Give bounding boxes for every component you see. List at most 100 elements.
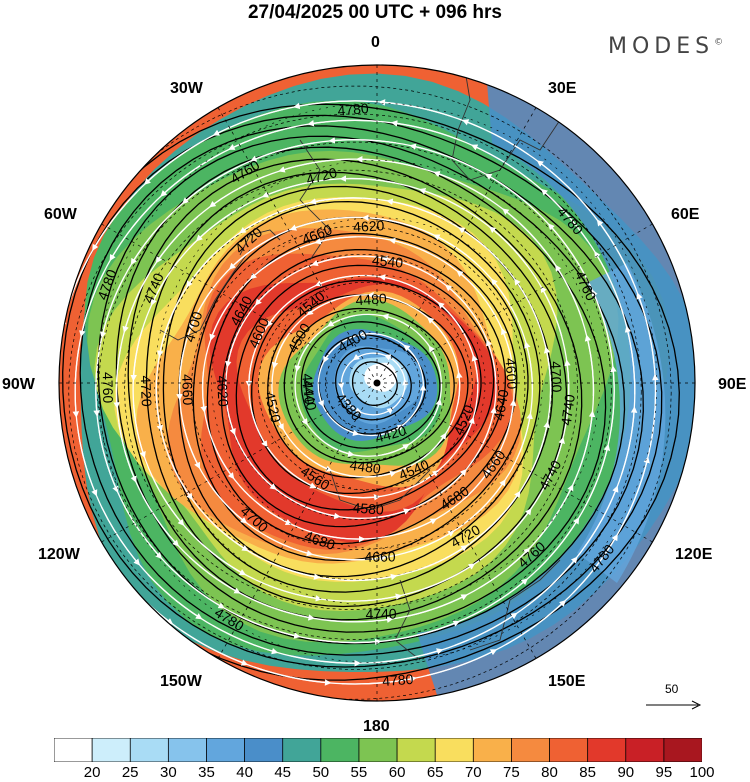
colorbar-swatch: [587, 738, 627, 762]
colorbar-swatch: [434, 738, 474, 762]
colorbar-swatch: [396, 738, 436, 762]
lon-label-30e: 30E: [548, 80, 577, 97]
parallel: [96, 102, 658, 664]
temperature-contour: [258, 281, 473, 491]
colorbar-swatch: [358, 738, 398, 762]
colorbar-swatch: [549, 738, 589, 762]
height-contour: [127, 158, 583, 621]
streamline-arrow: [352, 352, 390, 361]
contour-label: 4740: [365, 606, 397, 623]
contour-label: 4700: [548, 361, 565, 393]
contour-label: 4440: [299, 378, 320, 412]
height-contour: [162, 185, 554, 593]
colorbar-tick-label: 25: [121, 764, 139, 781]
temperature-contour: [59, 85, 672, 700]
temperature-contour: [68, 113, 642, 670]
contour-label: 4480: [355, 290, 387, 308]
height-contour: [283, 307, 455, 464]
contour-label: 4620: [214, 375, 232, 407]
colorbar-swatch: [54, 738, 93, 762]
contour-label: 4720: [138, 375, 155, 407]
streamline-arrow: [381, 313, 441, 373]
contour-label: 4760: [100, 372, 117, 404]
colorbar-tick-label: 20: [83, 764, 101, 781]
colorbar-tick-label: 80: [541, 764, 558, 781]
lon-label-0: 0: [371, 34, 380, 51]
contour-label: 4780: [382, 671, 414, 689]
colorbar-tick-label: 75: [503, 764, 520, 781]
chart-title: 27/04/2025 00 UTC + 096 hrs: [247, 2, 503, 23]
colorbar-swatch: [472, 738, 513, 762]
temperature-contour: [224, 253, 500, 521]
height-contour: [192, 216, 529, 562]
colorbar-tick-label: 70: [464, 764, 482, 781]
lon-label-60e: 60E: [671, 206, 700, 223]
coastline: [159, 249, 251, 341]
colorbar-swatch: [91, 738, 131, 762]
streamline-arrow: [200, 542, 323, 602]
contour-label: 4780: [337, 100, 370, 119]
lon-label-90w: 90W: [2, 376, 35, 393]
colorbar-tick-label: 30: [160, 764, 177, 781]
north-pole-marker: [373, 379, 381, 387]
streamline-arrow: [455, 354, 479, 453]
parallel: [211, 217, 543, 549]
colorbar-tick-label: 50: [312, 764, 330, 781]
colorbar-swatch: [167, 738, 208, 762]
contour-label: 4580: [352, 500, 384, 518]
parallel: [154, 160, 600, 606]
height-contour: [300, 321, 441, 449]
wind-band-east-inner: [577, 263, 666, 583]
colorbar-swatch: [129, 738, 169, 762]
lon-label-150e: 150E: [548, 673, 586, 690]
reference-vector-arrow: [646, 700, 702, 710]
colorbar-tick-label: 60: [388, 764, 406, 781]
height-contour: [97, 135, 626, 645]
contour-label: 4740: [558, 393, 578, 426]
colorbar-ticks: 20 25 30 35 40 45 50 55 60 65 70 75 80 85 90 95 100: [0, 764, 750, 782]
colorbar-swatch: [206, 738, 246, 762]
height-contour: [59, 103, 680, 681]
coastline: [239, 229, 281, 256]
colorbar-swatch: [625, 738, 665, 762]
coastline: [451, 69, 561, 181]
lon-label-90e: 90E: [718, 376, 747, 393]
contour-label: 4540: [371, 252, 404, 271]
temperature-contour: [324, 338, 421, 431]
contour-label: 4620: [353, 217, 385, 235]
colorbar-tick-label: 35: [198, 764, 215, 781]
lon-label-150w: 150W: [160, 673, 202, 690]
colorbar-swatch: [663, 738, 702, 762]
temperature-contour: [191, 225, 526, 550]
contour-label: 4640: [490, 388, 511, 422]
streamline-arrow: [397, 468, 491, 535]
lon-label-30w: 30W: [170, 80, 203, 97]
colorbar-tick-label: 95: [655, 764, 673, 781]
graticule: [59, 65, 695, 701]
lon-label-120e: 120E: [675, 546, 713, 563]
streamline-arrow: [436, 406, 497, 497]
contour-label: 4660: [179, 374, 196, 406]
map-boundary: [58, 64, 696, 702]
contour-label: 4660: [364, 548, 396, 565]
parallel: [325, 331, 429, 435]
colorbar-tick-label: 100: [689, 764, 715, 781]
colorbar-swatch: [244, 738, 284, 762]
contour-label: 4720: [304, 164, 338, 188]
streamline-arrow: [336, 530, 455, 561]
reference-vector-label: 50: [665, 682, 679, 696]
contour-label: 4480: [349, 457, 382, 477]
coastline: [469, 559, 561, 651]
colorbar-swatch: [320, 738, 360, 762]
parallel: [268, 274, 486, 492]
height-contour: [206, 232, 518, 545]
reference-vector: 50: [640, 680, 710, 720]
brand-logo: MODES©: [608, 34, 723, 59]
height-contour: [351, 361, 398, 406]
streamline-arrow: [74, 348, 98, 497]
lon-label-120w: 120W: [38, 546, 80, 563]
streamline-arrow: [98, 429, 162, 559]
height-contour: [235, 264, 495, 511]
colorbar-swatch: [511, 738, 551, 762]
